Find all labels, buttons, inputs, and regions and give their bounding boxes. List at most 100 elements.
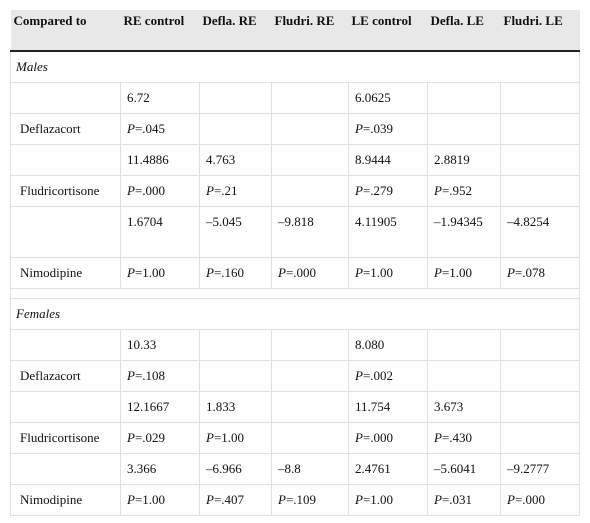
cell (10, 329, 121, 361)
cell (427, 329, 501, 361)
cell (500, 360, 580, 392)
cell (199, 360, 272, 392)
cell (271, 144, 349, 176)
header-cell: Compared to (10, 10, 121, 52)
cell: –8.8 (271, 453, 349, 485)
p-value: =1.00 (441, 265, 473, 280)
p-value: =1.00 (134, 492, 166, 507)
cell: P=.000 (271, 257, 349, 289)
cell (500, 391, 580, 423)
cell: P=1.00 (120, 257, 200, 289)
cell: –6.966 (199, 453, 272, 485)
cell (199, 82, 272, 114)
cell: –4.8254 (500, 206, 580, 258)
data-row: Nimodipine P=1.00 P=.407 P=.109 P=1.00 P=.031… (10, 484, 580, 516)
p-symbol: P (434, 430, 442, 445)
cell: 3.366 (120, 453, 200, 485)
p-value: =.039 (362, 121, 394, 136)
cell: 6.0625 (348, 82, 428, 114)
cell: P=1.00 (120, 484, 200, 516)
cell (271, 113, 349, 145)
p-symbol: P (127, 121, 135, 136)
cell: P=.21 (199, 175, 272, 207)
cell: 2.8819 (427, 144, 501, 176)
cell (500, 422, 580, 454)
p-value: =1.00 (213, 430, 245, 445)
cell: P=.000 (500, 484, 580, 516)
header-cell: Defla. RE (199, 10, 272, 52)
cell (199, 113, 272, 145)
cell (10, 82, 121, 114)
cell: 12.1667 (120, 391, 200, 423)
p-value: =.078 (514, 265, 546, 280)
p-symbol: P (278, 492, 286, 507)
p-symbol: P (507, 492, 515, 507)
p-value: =.031 (441, 492, 473, 507)
cell: 4.11905 (348, 206, 428, 258)
p-value: =1.00 (362, 492, 394, 507)
cell (500, 144, 580, 176)
p-symbol: P (355, 368, 363, 383)
cell: –9.818 (271, 206, 349, 258)
cell (271, 360, 349, 392)
p-symbol: P (206, 183, 214, 198)
p-symbol: P (507, 265, 515, 280)
data-row: 10.33 8.080 (10, 329, 580, 361)
cell: 4.763 (199, 144, 272, 176)
cell: P=1.00 (348, 484, 428, 516)
cell: 11.4886 (120, 144, 200, 176)
cell (10, 391, 121, 423)
cell: –9.2777 (500, 453, 580, 485)
cell (10, 144, 121, 176)
cell: P=.029 (120, 422, 200, 454)
p-symbol: P (206, 265, 214, 280)
cell: 2.4761 (348, 453, 428, 485)
cell: Fludricortisone (10, 175, 121, 207)
data-row: 1.6704 –5.045 –9.818 4.11905 –1.94345 –4.8254 (10, 206, 580, 258)
cell (500, 82, 580, 114)
cell (271, 175, 349, 207)
cell: P=.952 (427, 175, 501, 207)
cell: Deflazacort (10, 360, 121, 392)
spacer-row (10, 288, 580, 299)
cell: 3.673 (427, 391, 501, 423)
header-cell: Fludri. LE (500, 10, 580, 52)
cell: P=.000 (348, 422, 428, 454)
data-row: Nimodipine P=1.00 P=.160 P=.000 P=1.00 P=1.00… (10, 257, 580, 289)
p-value: =1.00 (134, 265, 166, 280)
cell: 1.6704 (120, 206, 200, 258)
p-symbol: P (434, 183, 442, 198)
data-row: 12.1667 1.833 11.754 3.673 (10, 391, 580, 423)
cell: P=.045 (120, 113, 200, 145)
data-row: Fludricortisone P=.029 P=1.00 P=.000 P=.430 (10, 422, 580, 454)
cell (500, 113, 580, 145)
cell: P=.002 (348, 360, 428, 392)
p-value: =.000 (362, 430, 394, 445)
p-value: =.952 (441, 183, 473, 198)
spacer-cell (10, 288, 580, 299)
p-symbol: P (127, 430, 135, 445)
header-cell: LE control (348, 10, 428, 52)
p-symbol: P (355, 121, 363, 136)
p-symbol: P (206, 430, 214, 445)
p-value: =1.00 (362, 265, 394, 280)
header-row: Compared to RE control Defla. RE Fludri. RE… (10, 10, 580, 52)
cell: 6.72 (120, 82, 200, 114)
cell (500, 175, 580, 207)
section-label: Males (10, 50, 580, 83)
p-symbol: P (355, 492, 363, 507)
p-value: =.108 (134, 368, 166, 383)
cell: P=1.00 (199, 422, 272, 454)
p-value: =.000 (514, 492, 546, 507)
cell (427, 82, 501, 114)
data-row: Deflazacort P =.108 P=.002 (10, 360, 580, 392)
cell: Fludricortisone (10, 422, 121, 454)
p-symbol: P (355, 183, 363, 198)
cell: P=.078 (500, 257, 580, 289)
p-symbol: P (127, 265, 135, 280)
p-symbol: P (278, 265, 286, 280)
p-value: =.045 (134, 121, 166, 136)
cell: P=.000 (120, 175, 200, 207)
cell: 11.754 (348, 391, 428, 423)
